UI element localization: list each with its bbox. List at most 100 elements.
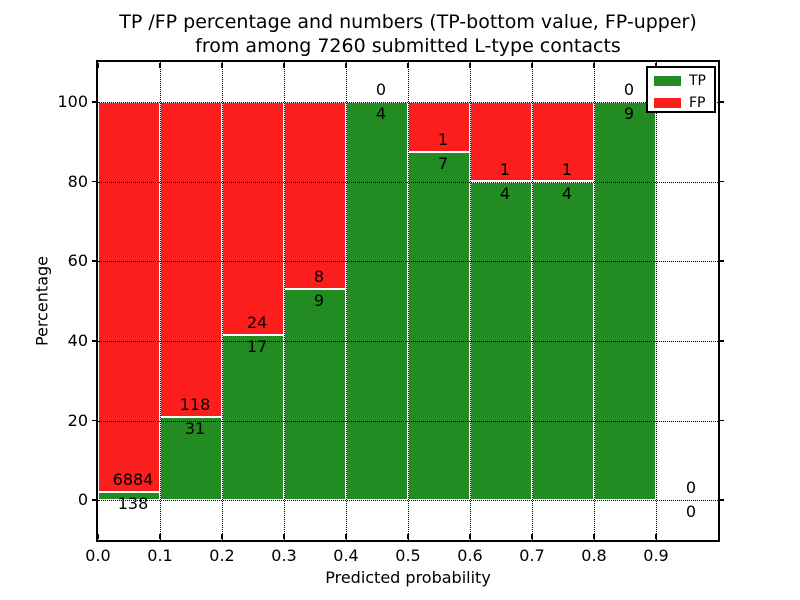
bar-fp-count-label: 6884 xyxy=(112,470,154,490)
bar-fp-segment xyxy=(222,101,284,335)
x-tick-label: 0.3 xyxy=(271,546,297,565)
y-tick-mark-left xyxy=(92,101,98,103)
x-tick-mark-top xyxy=(655,63,657,68)
x-axis-title: Predicted probability xyxy=(325,568,491,587)
bar-fp-segment xyxy=(532,101,594,182)
y-tick-label: 80 xyxy=(67,171,88,191)
y-tick-mark-right xyxy=(718,499,724,501)
bar-tp-count-label: 9 xyxy=(623,103,635,123)
chart-title-line2: from among 7260 submitted L-type contact… xyxy=(195,35,621,57)
x-tick-mark-top xyxy=(221,63,223,68)
bar-fp-count-label: 1 xyxy=(437,129,449,149)
grid-line-v xyxy=(594,62,595,540)
bar-fp-segment xyxy=(284,101,346,290)
bar-tp-count-label: 17 xyxy=(246,337,268,356)
x-tick-mark-top xyxy=(159,63,161,68)
x-tick-mark-bottom xyxy=(283,534,285,539)
bar-tp-segment xyxy=(222,335,284,501)
bar-tp-count-label: 31 xyxy=(184,419,206,439)
grid-line-v xyxy=(656,62,657,540)
chart-title-line1: TP /FP percentage and numbers (TP-bottom… xyxy=(119,11,697,33)
x-tick-label: 0.8 xyxy=(581,546,607,565)
bar-fp-count-label: 8 xyxy=(313,267,325,287)
x-tick-mark-bottom xyxy=(159,534,161,539)
y-tick-label: 60 xyxy=(67,251,88,271)
y-tick-label: 40 xyxy=(67,330,88,350)
x-tick-mark-top xyxy=(469,63,471,68)
bar-fp-count-label: 0 xyxy=(685,478,697,498)
x-tick-label: 0.5 xyxy=(395,546,421,565)
y-tick-mark-right xyxy=(718,340,724,342)
legend-row: TP xyxy=(654,71,714,90)
grid-line-v xyxy=(222,62,223,540)
y-tick-mark-left xyxy=(92,419,98,422)
y-tick-mark-left xyxy=(92,340,98,342)
bar-tp-segment xyxy=(284,289,346,501)
bar-tp-count-label: 4 xyxy=(375,103,387,123)
bar-tp-count-label: 4 xyxy=(499,183,511,203)
grid-line-v xyxy=(408,62,409,540)
x-tick-mark-top xyxy=(593,63,595,68)
x-tick-label: 0.4 xyxy=(333,546,359,565)
bar-fp-count-label: 118 xyxy=(179,395,211,415)
x-tick-label: 0.2 xyxy=(209,546,235,565)
bar-tp-segment xyxy=(408,151,470,501)
y-tick-mark-right xyxy=(718,180,724,183)
bar-fp-count-label: 1 xyxy=(561,159,573,179)
x-tick-label: 0.9 xyxy=(643,546,669,565)
grid-line-v xyxy=(470,62,471,540)
x-tick-mark-top xyxy=(283,63,285,68)
bar-tp-count-label: 9 xyxy=(313,291,325,311)
bar-tp-segment xyxy=(346,101,408,501)
y-tick-mark-right xyxy=(718,419,724,422)
x-tick-mark-bottom xyxy=(531,534,533,539)
y-tick-label: 0 xyxy=(77,490,88,510)
x-tick-label: 0.0 xyxy=(85,546,111,565)
bar-fp-segment xyxy=(160,101,222,418)
y-axis-title: Percentage xyxy=(32,255,52,347)
chart-title: TP /FP percentage and numbers (TP-bottom… xyxy=(98,10,718,58)
legend-row: FP xyxy=(654,93,714,112)
x-tick-mark-bottom xyxy=(469,534,471,539)
bar-tp-segment xyxy=(594,101,656,501)
x-tick-mark-bottom xyxy=(655,534,657,539)
y-tick-label: 100 xyxy=(57,91,88,111)
y-tick-label: 20 xyxy=(67,410,88,430)
x-tick-mark-top xyxy=(531,63,533,68)
bar-tp-count-label: 138 xyxy=(117,494,149,514)
x-tick-mark-bottom xyxy=(97,534,99,539)
y-tick-mark-left xyxy=(92,260,98,262)
bar-fp-count-label: 0 xyxy=(375,79,387,99)
x-tick-mark-bottom xyxy=(593,534,595,539)
x-tick-mark-top xyxy=(97,63,99,68)
x-tick-label: 0.7 xyxy=(519,546,545,565)
bar-tp-count-label: 0 xyxy=(685,502,697,522)
legend-swatch-tp xyxy=(654,75,681,86)
bar-fp-count-label: 1 xyxy=(499,159,511,179)
bar-fp-count-label: 24 xyxy=(246,313,268,332)
grid-line-v xyxy=(532,62,533,540)
grid-line-v xyxy=(284,62,285,540)
bar-tp-count-label: 4 xyxy=(561,183,573,203)
legend-label-tp: TP xyxy=(689,72,706,89)
bar-tp-segment xyxy=(98,492,160,501)
x-tick-mark-bottom xyxy=(345,534,347,539)
legend-swatch-fp xyxy=(654,97,681,108)
x-tick-mark-bottom xyxy=(407,534,409,539)
x-tick-label: 0.6 xyxy=(457,546,483,565)
x-tick-label: 0.1 xyxy=(147,546,173,565)
y-tick-mark-right xyxy=(718,101,724,103)
bar-tp-count-label: 7 xyxy=(437,153,449,173)
bar-fp-count-label: 0 xyxy=(623,79,635,99)
grid-line-v xyxy=(346,62,347,540)
x-tick-mark-top xyxy=(345,63,347,68)
legend: TP FP xyxy=(646,66,716,113)
y-tick-mark-right xyxy=(718,260,724,262)
bar-fp-segment xyxy=(98,101,160,493)
x-tick-mark-bottom xyxy=(221,534,223,539)
legend-label-fp: FP xyxy=(689,94,706,111)
grid-line-v xyxy=(160,62,161,540)
y-tick-mark-left xyxy=(92,180,98,183)
y-tick-mark-left xyxy=(92,499,98,501)
